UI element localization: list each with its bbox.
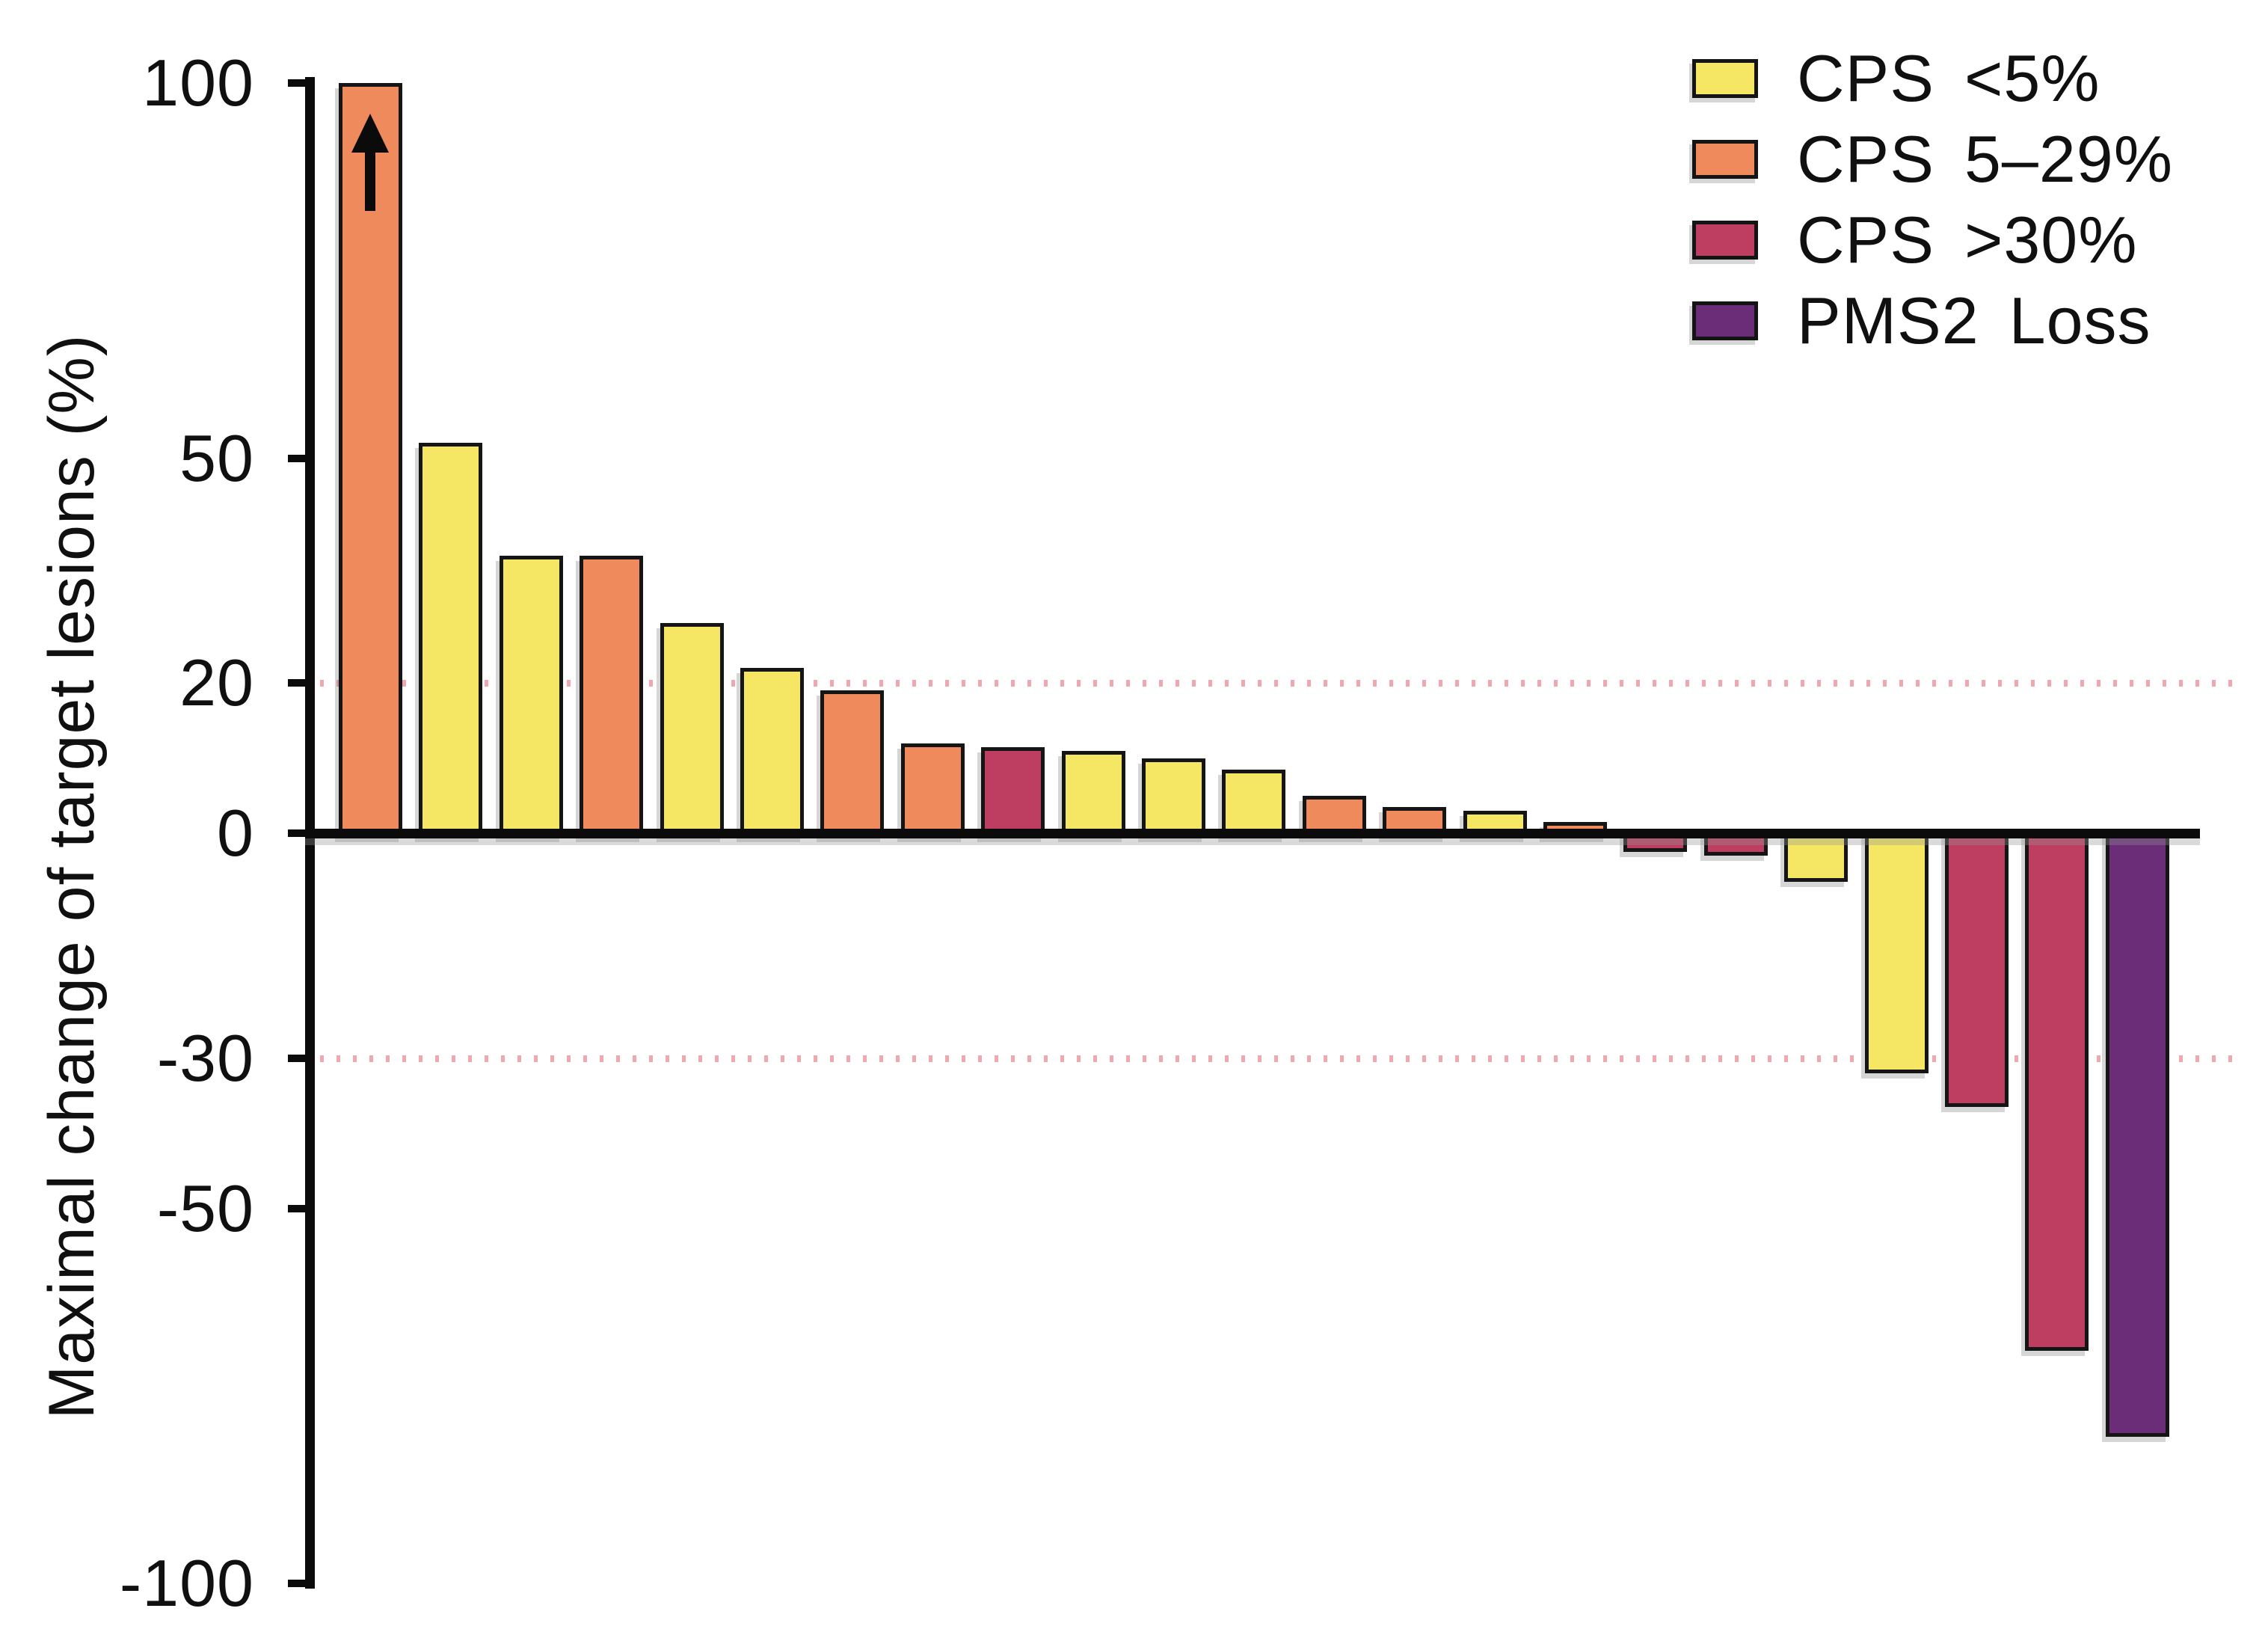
bar [1142, 758, 1205, 837]
legend-swatch [1692, 301, 1758, 340]
y-axis-tick-label: 50 [179, 420, 254, 495]
legend-label: CPS >30% [1797, 202, 2137, 278]
y-axis-tick-label: 0 [217, 796, 254, 870]
legend-swatch [1692, 221, 1758, 260]
bar [419, 443, 482, 837]
y-axis-tick [288, 1204, 315, 1212]
y-axis-tick-label: -100 [119, 1546, 254, 1620]
y-axis-tick-label: -50 [156, 1171, 254, 1245]
bar [1945, 833, 2009, 1107]
bar [981, 747, 1045, 837]
legend-label: CPS 5–29% [1797, 121, 2173, 197]
bar [500, 556, 563, 837]
legend-row: CPS >30% [1692, 203, 2137, 277]
bar [1784, 833, 1848, 882]
bar [740, 668, 804, 837]
legend-label-name: PMS2 [1797, 283, 1979, 358]
legend-label-name: CPS [1797, 41, 1934, 115]
legend-row: CPS 5–29% [1692, 122, 2173, 196]
y-axis-tick [288, 454, 315, 462]
y-axis-tick-label: 100 [142, 46, 254, 120]
y-axis-tick [288, 1580, 315, 1587]
legend-swatch [1692, 59, 1758, 98]
y-axis-tick [288, 829, 315, 837]
bar [660, 623, 724, 837]
zero-baseline [305, 829, 2200, 838]
bar [820, 690, 884, 837]
dotted-reference-line [320, 1055, 2236, 1062]
bar [1865, 833, 1929, 1073]
bar [580, 556, 643, 837]
legend-label-name: CPS [1797, 203, 1934, 277]
legend-label-range: >30% [1964, 203, 2138, 277]
legend-row: CPS <5% [1692, 41, 2100, 115]
y-axis-tick-label: 20 [179, 645, 254, 720]
legend-row: PMS2 Loss [1692, 283, 2151, 358]
legend-label: PMS2 Loss [1797, 283, 2151, 359]
y-axis-tick [288, 679, 315, 687]
bar [901, 743, 965, 837]
bar [1222, 770, 1285, 837]
bar [2106, 833, 2169, 1437]
legend-label-range: 5–29% [1964, 122, 2173, 196]
y-axis-tick [288, 79, 315, 87]
legend-label-range: <5% [1964, 41, 2100, 115]
y-axis-tick-label: -30 [156, 1020, 254, 1095]
legend-label-range: Loss [2009, 283, 2151, 358]
legend-label-name: CPS [1797, 122, 1934, 196]
off-scale-arrow-icon [350, 114, 390, 212]
bar [2025, 833, 2089, 1351]
bar [1062, 751, 1125, 837]
legend-swatch [1692, 140, 1758, 179]
dotted-reference-line [320, 680, 2236, 687]
y-axis-tick [288, 1054, 315, 1062]
legend-label: CPS <5% [1797, 40, 2100, 117]
